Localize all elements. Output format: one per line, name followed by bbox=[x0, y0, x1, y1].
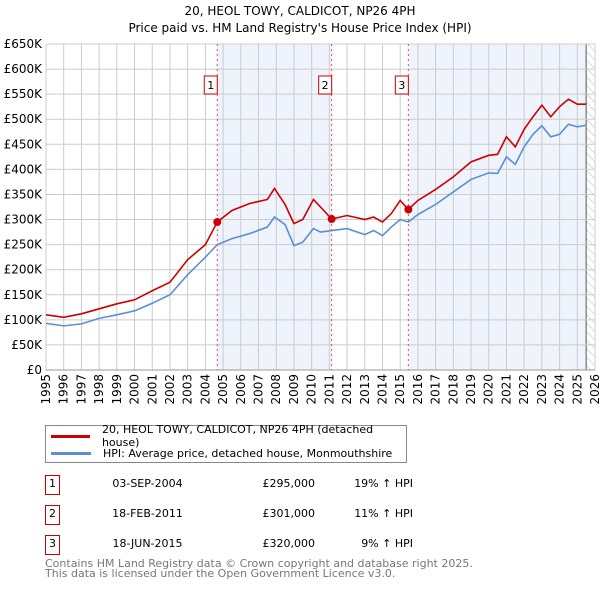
footer-line: This data is licensed under the Open Gov… bbox=[45, 567, 396, 580]
footer: Contains HM Land Registry data © Crown c… bbox=[45, 557, 473, 580]
shade-region bbox=[217, 44, 332, 370]
y-tick-label: £50K bbox=[11, 338, 43, 352]
y-tick-label: £200K bbox=[4, 263, 44, 277]
x-tick-label: 1995 bbox=[39, 374, 53, 405]
y-tick-label: £450K bbox=[4, 137, 44, 151]
x-tick-label: 2003 bbox=[181, 374, 195, 405]
y-tick-label: £150K bbox=[4, 288, 44, 302]
legend-item-property: 20, HEOL TOWY, CALDICOT, NP26 4PH (detac… bbox=[46, 423, 406, 449]
x-tick-label: 2008 bbox=[269, 374, 283, 405]
forecast-hatch bbox=[586, 44, 595, 370]
x-tick-label: 2007 bbox=[252, 374, 266, 405]
series-line-hpi bbox=[45, 123, 587, 327]
sale-label-box bbox=[394, 75, 409, 95]
y-tick-label: £350K bbox=[4, 187, 44, 201]
x-tick-label: 2019 bbox=[464, 374, 478, 405]
x-tick-label: 2015 bbox=[393, 374, 407, 405]
sale-marker-badge: 2 bbox=[45, 505, 60, 525]
sale-hpi-diff: 19% ↑ HPI bbox=[354, 477, 413, 490]
legend-item-hpi: HPI: Average price, detached house, Monm… bbox=[46, 445, 392, 461]
x-tick-label: 2006 bbox=[234, 374, 248, 405]
legend-label: HPI: Average price, detached house, Monm… bbox=[103, 446, 393, 460]
x-tick-label: 1997 bbox=[74, 374, 88, 405]
x-tick-label: 2010 bbox=[305, 374, 319, 405]
x-tick-label: 2020 bbox=[482, 374, 496, 405]
sale-hpi-diff: 9% ↑ HPI bbox=[361, 537, 413, 550]
x-tick-label: 2002 bbox=[163, 374, 177, 405]
sale-marker-badge: 3 bbox=[45, 535, 60, 555]
sale-row: 2 18-FEB-2011 £301,000 11% ↑ HPI bbox=[45, 505, 425, 525]
x-tick-label: 2011 bbox=[322, 374, 336, 405]
price-chart: 20, HEOL TOWY, CALDICOT, NP26 4PH Price … bbox=[4, 4, 600, 405]
legend-label: 20, HEOL TOWY, CALDICOT, NP26 4PH (detac… bbox=[101, 423, 374, 449]
x-tick-label: 2025 bbox=[570, 374, 584, 405]
shade-region bbox=[408, 44, 587, 370]
x-tick-label: 2004 bbox=[198, 374, 212, 405]
x-tick-label: 2000 bbox=[128, 374, 142, 405]
sale-label-box bbox=[203, 75, 218, 95]
y-tick-label: £400K bbox=[4, 162, 44, 176]
y-tick-label: £300K bbox=[4, 213, 44, 227]
x-tick-label: 2021 bbox=[499, 374, 513, 405]
y-tick-label: £550K bbox=[4, 87, 44, 101]
x-tick-label: 2013 bbox=[358, 374, 372, 405]
sale-row: 1 03-SEP-2004 £295,000 19% ↑ HPI bbox=[45, 475, 425, 495]
sale-price: £295,000 bbox=[262, 477, 316, 490]
x-tick-label: 2017 bbox=[429, 374, 443, 405]
x-tick-label: 2024 bbox=[553, 374, 567, 405]
sale-label: 2 bbox=[322, 79, 329, 92]
y-tick-label: £650K bbox=[4, 37, 44, 51]
sale-date: 18-JUN-2015 bbox=[112, 537, 183, 550]
sale-date: 03-SEP-2004 bbox=[112, 477, 183, 490]
x-tick-label: 2009 bbox=[287, 374, 301, 405]
x-tick-label: 2023 bbox=[535, 374, 549, 405]
x-tick-label: 2026 bbox=[588, 374, 600, 405]
x-tick-label: 1998 bbox=[92, 374, 106, 405]
x-tick-label: 2022 bbox=[517, 374, 531, 405]
sale-point bbox=[327, 215, 336, 224]
sale-label: 3 bbox=[398, 79, 405, 92]
legend-swatch-red bbox=[51, 434, 90, 438]
x-tick-label: 2012 bbox=[340, 374, 354, 405]
sale-label-box bbox=[318, 75, 333, 95]
sale-point bbox=[213, 218, 222, 227]
x-tick-label: 2016 bbox=[411, 374, 425, 405]
y-tick-label: £500K bbox=[4, 112, 44, 126]
sale-label: 1 bbox=[207, 79, 214, 92]
sale-price: £301,000 bbox=[262, 507, 316, 520]
x-tick-label: 2014 bbox=[375, 374, 389, 405]
sale-marker-badge: 1 bbox=[45, 475, 60, 495]
series-line-property bbox=[45, 98, 587, 319]
x-tick-label: 2005 bbox=[216, 374, 230, 405]
sale-hpi-diff: 11% ↑ HPI bbox=[354, 507, 413, 520]
x-tick-label: 2018 bbox=[446, 374, 460, 405]
y-tick-label: £0 bbox=[27, 363, 42, 377]
sale-date: 18-FEB-2011 bbox=[112, 507, 183, 520]
y-tick-label: £600K bbox=[4, 62, 44, 76]
x-tick-label: 1996 bbox=[57, 374, 71, 405]
x-tick-label: 2001 bbox=[145, 374, 159, 405]
sale-point bbox=[404, 205, 413, 214]
x-tick-label: 1999 bbox=[110, 374, 124, 405]
sale-row: 3 18-JUN-2015 £320,000 9% ↑ HPI bbox=[45, 535, 425, 555]
legend-swatch-blue bbox=[51, 451, 91, 455]
y-tick-label: £100K bbox=[4, 313, 44, 327]
sale-price: £320,000 bbox=[262, 537, 316, 550]
legend: 20, HEOL TOWY, CALDICOT, NP26 4PH (detac… bbox=[45, 423, 407, 463]
footer-line: Contains HM Land Registry data © Crown c… bbox=[45, 557, 473, 570]
y-tick-label: £250K bbox=[4, 238, 44, 252]
chart-subtitle: Price paid vs. HM Land Registry's House … bbox=[128, 21, 471, 35]
chart-title: 20, HEOL TOWY, CALDICOT, NP26 4PH bbox=[184, 4, 415, 18]
